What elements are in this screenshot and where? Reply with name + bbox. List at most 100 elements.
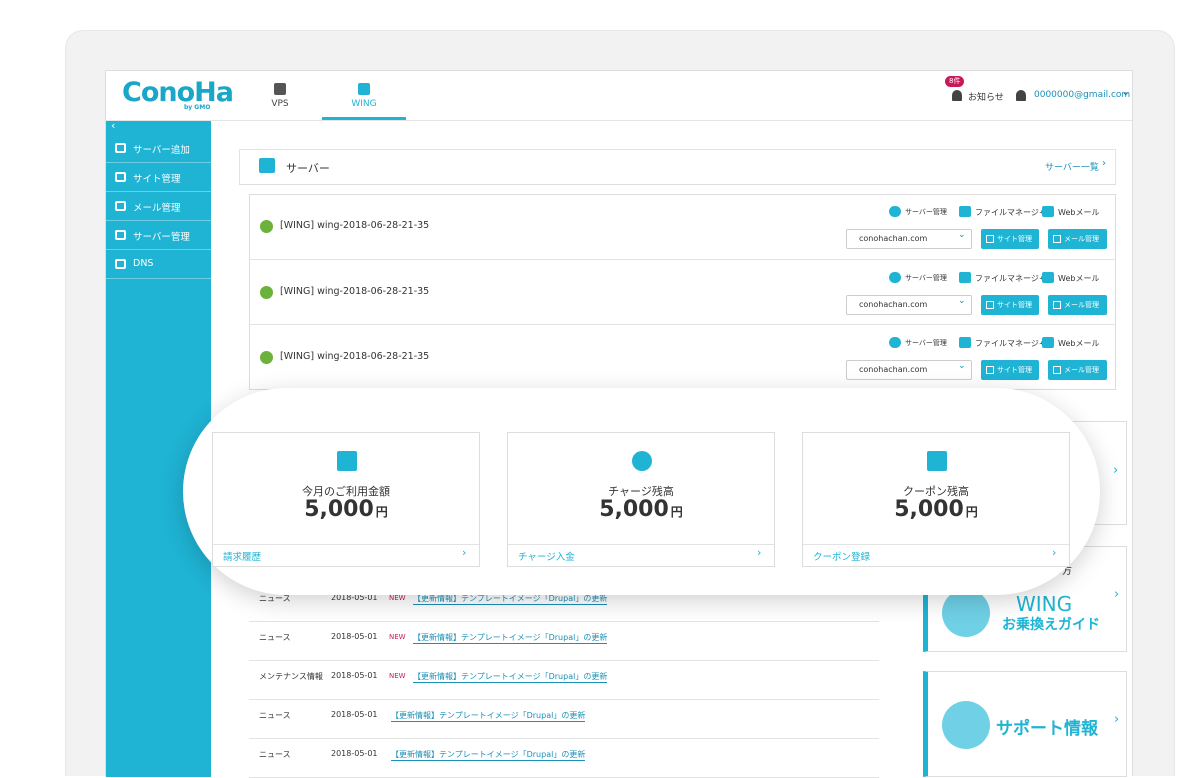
sidebar-icon	[115, 172, 126, 182]
tab[interactable]: WING	[351, 99, 377, 109]
news-date: 2018-05-01	[331, 671, 378, 680]
server-action[interactable]: サーバー管理	[905, 208, 947, 216]
button-label: サイト管理	[997, 301, 1032, 309]
wing-title: WING	[1016, 592, 1073, 616]
folder-icon	[959, 272, 971, 283]
action-button[interactable]: サイト管理	[981, 295, 1039, 315]
news-title[interactable]: 【更新情報】テンプレートイメージ「Drupal」の更新	[413, 633, 608, 644]
sidebar-collapse[interactable]: ‹	[111, 119, 116, 132]
gear-icon	[889, 337, 901, 348]
domain-select[interactable]: conohachan.com	[846, 229, 972, 249]
server-list-link[interactable]: サーバー一覧	[1045, 163, 1099, 173]
chevron: ⌄	[1122, 88, 1130, 98]
action-button[interactable]: メール管理	[1048, 295, 1107, 315]
card-footer[interactable]	[508, 544, 774, 567]
chevron: ›	[1102, 158, 1106, 169]
card-link[interactable]: クーポン登録	[813, 552, 871, 563]
button-label: メール管理	[1064, 235, 1099, 243]
status-icon	[260, 351, 273, 364]
panel-title: サーバー	[286, 162, 330, 175]
news-category: ニュース	[259, 594, 291, 603]
guide-title: お乗換えガイド	[1002, 617, 1100, 633]
server-name[interactable]: [WING] wing-2018-06-28-21-35	[280, 220, 430, 231]
news-category: ニュース	[259, 711, 291, 720]
button-label: サイト管理	[997, 235, 1032, 243]
news-title[interactable]: 【更新情報】テンプレートイメージ「Drupal」の更新	[413, 594, 608, 605]
news-date: 2018-05-01	[331, 632, 378, 641]
card-amount-row: 5,000 円	[803, 497, 1069, 522]
button-icon	[1053, 366, 1061, 374]
folder-icon	[959, 337, 971, 348]
sidebar-item[interactable]: DNS	[106, 250, 211, 279]
folder-icon	[959, 206, 971, 217]
button-label: サイト管理	[997, 366, 1032, 374]
server-name[interactable]: [WING] wing-2018-06-28-21-35	[280, 286, 430, 297]
sidebar-label: DNS	[133, 258, 154, 269]
tab[interactable]: VPS	[271, 99, 289, 109]
summary-card: クーポン残高 5,000 円クーポン登録 ›	[802, 432, 1070, 567]
button-icon	[986, 235, 994, 243]
sidebar-item[interactable]: サイト管理	[106, 163, 211, 192]
logo: ConoHa	[122, 77, 234, 108]
card-label: チャージ残高	[608, 485, 674, 498]
select-arrow: ⌄	[958, 361, 966, 371]
sidebar-icon	[115, 143, 126, 153]
action-button[interactable]: サイト管理	[981, 229, 1039, 249]
notice-link[interactable]: お知らせ	[968, 93, 1004, 103]
card-unit: 円	[965, 505, 978, 519]
card-footer[interactable]	[213, 544, 479, 567]
badge: 8件	[945, 76, 965, 87]
server-action[interactable]: サーバー管理	[905, 339, 947, 347]
server-action[interactable]: サーバー管理	[905, 274, 947, 282]
chevron: ›	[757, 546, 762, 559]
chevron: ›	[1052, 546, 1057, 559]
action-button[interactable]: サイト管理	[981, 360, 1039, 380]
server-action[interactable]: Webメール	[1058, 208, 1100, 217]
summary-card: 今月のご利用金額 5,000 円請求履歴 ›	[212, 432, 480, 567]
domain-select[interactable]: conohachan.com	[846, 295, 972, 315]
action-button[interactable]: メール管理	[1048, 229, 1107, 249]
news-title[interactable]: 【更新情報】テンプレートイメージ「Drupal」の更新	[391, 711, 586, 722]
tab-icon	[274, 83, 286, 95]
news-category: ニュース	[259, 750, 291, 759]
server-action[interactable]: ファイルマネージャー	[975, 339, 1055, 348]
server-action[interactable]: Webメール	[1058, 339, 1100, 348]
button-icon	[986, 301, 994, 309]
sidebar-item[interactable]: サーバー追加	[106, 134, 211, 163]
card-link[interactable]: 請求履歴	[223, 552, 262, 563]
server-row: [WING] wing-2018-06-28-21-35 サーバー管理 ファイルマネ…	[249, 194, 1116, 259]
sidebar-label: サーバー管理	[133, 232, 190, 243]
sidebar-icon	[115, 259, 126, 269]
card-footer[interactable]	[803, 544, 1069, 567]
card-amount: 5,000	[599, 497, 669, 522]
domain-select[interactable]: conohachan.com	[846, 360, 972, 380]
account-menu[interactable]: 0000000@gmail.com	[1034, 90, 1131, 100]
gear-icon	[889, 272, 901, 283]
sidebar-label: サイト管理	[133, 174, 181, 185]
card-link[interactable]: チャージ入金	[518, 552, 575, 563]
sidebar-icon	[115, 230, 126, 240]
migration-banner[interactable]: 中の方WINGお乗換えガイド›	[923, 546, 1127, 652]
server-action[interactable]: ファイルマネージャー	[975, 274, 1055, 283]
news-divider	[249, 699, 879, 700]
server-action[interactable]: ファイルマネージャー	[975, 208, 1055, 217]
button-icon	[1053, 235, 1061, 243]
mail-icon	[1042, 337, 1054, 348]
server-row: [WING] wing-2018-06-28-21-35 サーバー管理 ファイルマネ…	[249, 259, 1116, 324]
tab-active-line	[322, 117, 406, 120]
sidebar-item[interactable]: メール管理	[106, 192, 211, 221]
server-name[interactable]: [WING] wing-2018-06-28-21-35	[280, 351, 430, 362]
news-divider	[249, 660, 879, 661]
card-icon	[337, 451, 357, 471]
new-label: NEW	[389, 672, 406, 680]
support-banner[interactable]: サポート情報 ›	[923, 671, 1127, 777]
news-title[interactable]: 【更新情報】テンプレートイメージ「Drupal」の更新	[413, 672, 608, 683]
server-action[interactable]: Webメール	[1058, 274, 1100, 283]
news-title[interactable]: 【更新情報】テンプレートイメージ「Drupal」の更新	[391, 750, 586, 761]
action-button[interactable]: メール管理	[1048, 360, 1107, 380]
button-label: メール管理	[1064, 366, 1099, 374]
server-row: [WING] wing-2018-06-28-21-35 サーバー管理 ファイルマネ…	[249, 324, 1116, 389]
sidebar-item[interactable]: サーバー管理	[106, 221, 211, 250]
gear-icon	[889, 206, 901, 217]
card-unit: 円	[670, 505, 683, 519]
